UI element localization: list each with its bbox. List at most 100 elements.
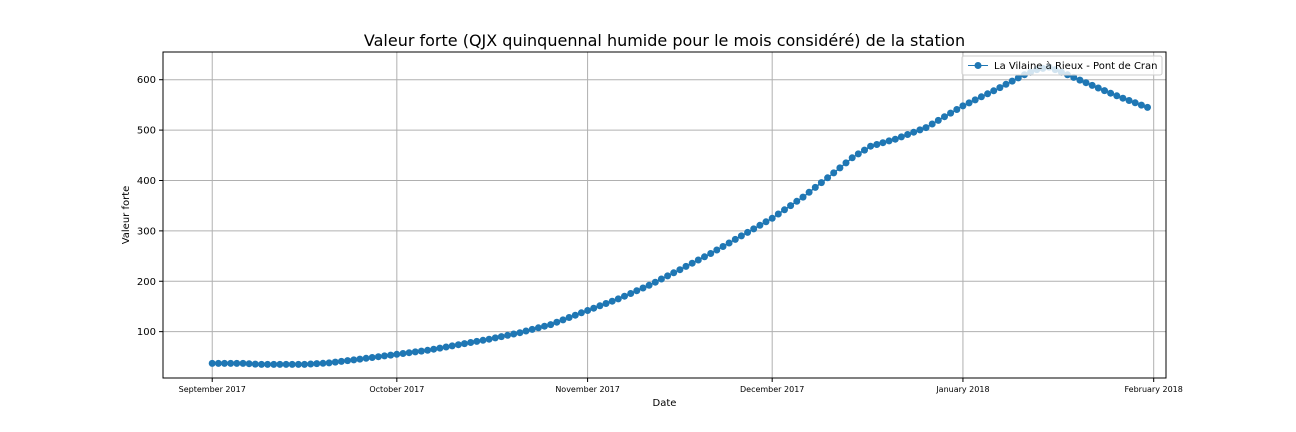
- series-layer: [208, 63, 1151, 368]
- data-point: [208, 359, 216, 367]
- data-point: [565, 314, 573, 321]
- data-point: [294, 360, 302, 368]
- data-point: [485, 335, 493, 343]
- data-point: [621, 292, 628, 300]
- x-tick-label: September 2017: [179, 385, 246, 394]
- data-point: [879, 139, 887, 147]
- data-point: [221, 359, 228, 367]
- data-point: [454, 341, 462, 349]
- x-tick-label: January 2018: [935, 385, 989, 394]
- data-point: [891, 135, 899, 143]
- data-point: [608, 297, 616, 305]
- chart-title: Valeur forte (QJX quinquennal humide pou…: [364, 31, 965, 50]
- data-point: [448, 342, 456, 350]
- data-point: [424, 346, 432, 354]
- data-point: [399, 350, 407, 357]
- data-point: [719, 243, 727, 250]
- x-tick-label: February 2018: [1125, 385, 1183, 394]
- data-point: [657, 275, 665, 283]
- data-point: [245, 360, 253, 368]
- data-point: [442, 343, 450, 351]
- data-point: [479, 336, 487, 344]
- data-point: [817, 179, 825, 187]
- x-tick-label: December 2017: [740, 385, 804, 394]
- data-point: [461, 340, 468, 348]
- data-point: [325, 359, 333, 367]
- data-point: [504, 331, 512, 339]
- data-point: [405, 349, 413, 357]
- data-point: [916, 126, 924, 134]
- data-point: [756, 221, 764, 229]
- data-point: [436, 344, 444, 352]
- data-point: [584, 307, 592, 314]
- data-point: [1131, 99, 1139, 107]
- data-point: [559, 316, 567, 324]
- data-point: [264, 360, 272, 368]
- data-point: [467, 339, 475, 346]
- data-point: [547, 321, 555, 329]
- data-point: [276, 360, 284, 368]
- data-point: [910, 128, 918, 136]
- data-point: [387, 351, 395, 359]
- data-point: [664, 272, 672, 280]
- y-tick-label: 600: [137, 75, 156, 86]
- data-point: [319, 359, 327, 367]
- legend: La Vilaine à Rieux - Pont de Cran: [961, 55, 1163, 76]
- data-point: [534, 324, 542, 332]
- data-point: [836, 164, 844, 172]
- data-point: [331, 358, 339, 366]
- data-point: [1113, 92, 1121, 100]
- data-point: [497, 333, 505, 341]
- data-point: [947, 109, 955, 117]
- data-point: [393, 350, 401, 358]
- data-point: [861, 146, 868, 154]
- data-point: [553, 318, 561, 326]
- data-point: [307, 360, 315, 368]
- data-point: [854, 150, 862, 158]
- data-point: [744, 228, 752, 236]
- data-point: [990, 87, 998, 95]
- data-point: [282, 360, 290, 368]
- data-point: [356, 355, 364, 363]
- x-tick-label: October 2017: [369, 385, 424, 394]
- data-point: [713, 246, 721, 254]
- data-point: [805, 188, 813, 196]
- series-line: [212, 66, 1148, 366]
- data-point: [541, 322, 548, 330]
- y-axis-ticks: 100 200 300 400 500 600: [137, 75, 163, 338]
- data-point: [362, 354, 370, 362]
- data-point: [676, 266, 684, 274]
- data-point: [491, 334, 499, 342]
- data-point: [288, 360, 296, 368]
- y-tick-label: 100: [137, 327, 156, 338]
- data-point: [368, 354, 376, 361]
- data-point: [1014, 74, 1022, 82]
- data-point: [1144, 103, 1151, 111]
- data-point: [590, 304, 598, 312]
- data-point: [651, 278, 659, 286]
- data-point: [1076, 76, 1084, 84]
- data-point: [1008, 77, 1016, 85]
- data-point: [1070, 73, 1078, 81]
- data-point: [473, 337, 481, 345]
- data-point: [214, 359, 222, 367]
- data-point: [774, 210, 782, 218]
- data-point: [701, 253, 708, 261]
- data-point: [627, 290, 635, 297]
- data-point: [417, 347, 425, 355]
- data-point: [731, 235, 739, 243]
- data-point: [614, 295, 622, 303]
- data-point: [799, 193, 807, 201]
- data-point: [639, 284, 647, 292]
- data-point: [337, 357, 345, 365]
- data-point: [928, 120, 936, 128]
- data-point: [1082, 79, 1090, 87]
- data-point: [251, 360, 259, 368]
- grid-lines: [163, 52, 1166, 378]
- data-point: [750, 225, 758, 233]
- data-point: [510, 330, 518, 338]
- data-point: [977, 93, 985, 101]
- legend-entry-label: La Vilaine à Rieux - Pont de Cran: [994, 60, 1158, 72]
- y-tick-label: 200: [137, 277, 156, 288]
